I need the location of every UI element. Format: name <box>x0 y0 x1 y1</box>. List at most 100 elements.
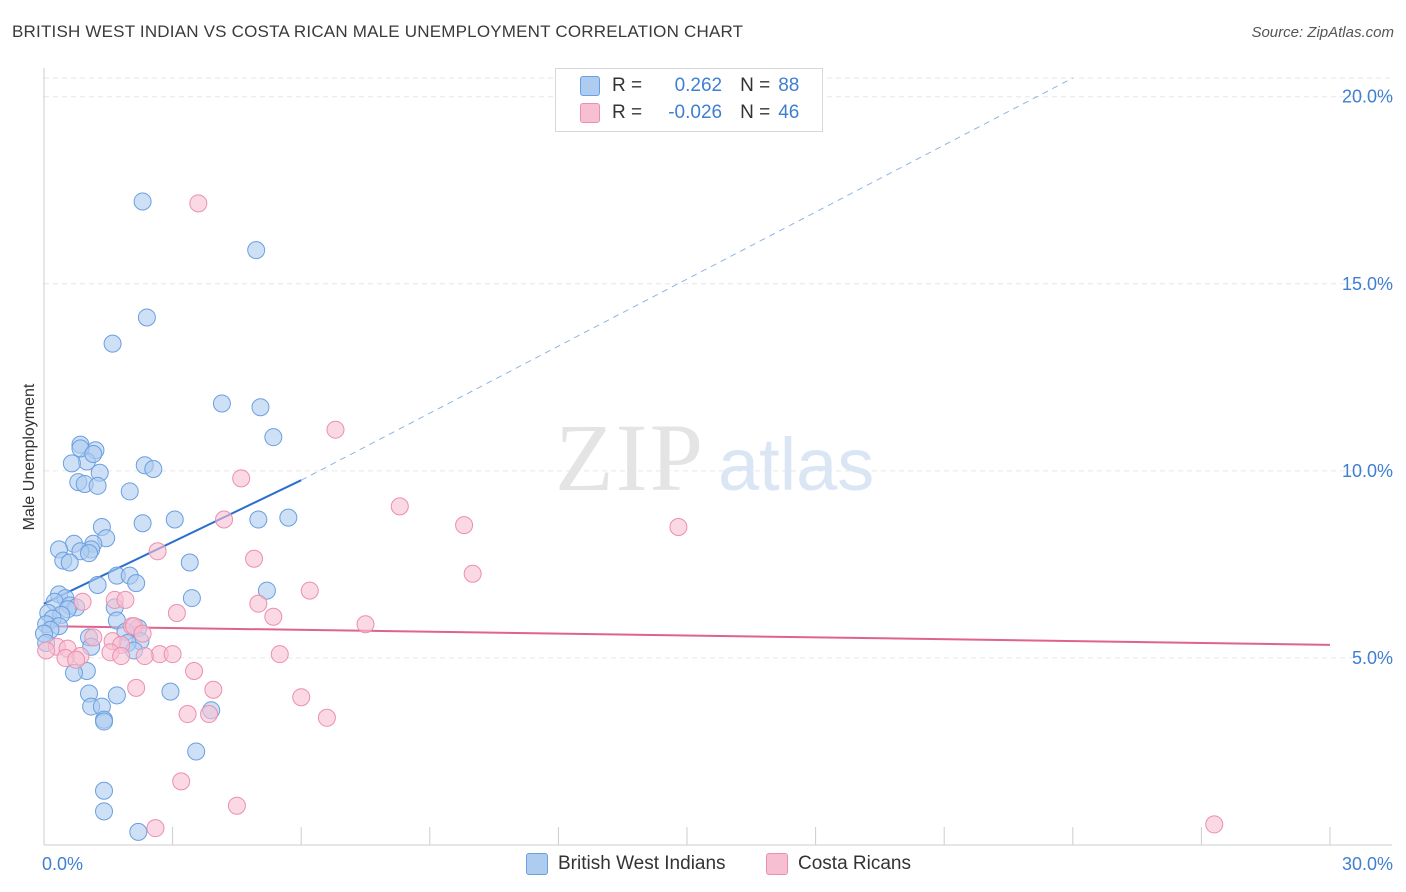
british-west-indian-point-74 <box>95 802 114 821</box>
costa-rican-point-14 <box>249 594 268 613</box>
british-west-indian-point-37 <box>257 581 276 600</box>
costa-rican-point-35 <box>67 650 86 669</box>
costa-rican-point-4 <box>455 516 474 535</box>
costa-rican-point-32 <box>112 647 131 666</box>
costa-rican-point-10 <box>300 581 319 600</box>
british-west-indian-point-4 <box>212 394 231 413</box>
y-tick-label-2: 15.0% <box>1342 274 1393 294</box>
costa-rican-point-44 <box>227 796 246 815</box>
costa-rican-point-6 <box>215 510 234 529</box>
watermark-zip: ZIP <box>555 404 705 511</box>
blue-swatch <box>580 76 600 96</box>
r-value: 0.262 <box>674 75 723 96</box>
costa-rican-point-39 <box>292 688 311 707</box>
costa-rican-point-16 <box>264 607 283 626</box>
legend-item-costa-ricans: Costa Ricans <box>766 851 911 877</box>
british-west-indian-point-35 <box>127 574 146 593</box>
costa-rican-point-43 <box>172 772 191 791</box>
costa-rican-point-33 <box>135 647 154 666</box>
british-west-indian-point-2 <box>137 308 156 327</box>
x-tick-labels: 0.0% 30.0% <box>42 854 1393 874</box>
british-west-indian-point-73 <box>95 781 114 800</box>
r-label: R = <box>612 75 643 96</box>
british-west-indian-point-12 <box>144 459 163 478</box>
grid-lines <box>44 77 1392 659</box>
n-label: N = <box>740 75 771 96</box>
british-west-indian-point-16 <box>88 476 107 495</box>
british-west-indian-point-11 <box>62 454 81 473</box>
trendlines <box>43 77 1331 646</box>
stats-legend: R = 0.262 N = 88 R = -0.026 N = 46 <box>555 68 823 132</box>
costa-rican-point-12 <box>116 590 135 609</box>
costa-rican-point-0 <box>189 194 208 213</box>
costa-rican-point-41 <box>200 705 219 724</box>
legend-row-costa-ricans: R = -0.026 N = 46 <box>580 100 799 126</box>
british-west-indian-point-31 <box>60 553 79 572</box>
x-tick-label-0: 0.0% <box>42 854 83 874</box>
costa-rican-point-7 <box>148 542 167 561</box>
british-west-indian-point-75 <box>129 822 148 841</box>
trendline-solid-1 <box>43 625 1331 646</box>
y-tick-label-1: 10.0% <box>1342 461 1393 481</box>
chart-title: BRITISH WEST INDIAN VS COSTA RICAN MALE … <box>12 22 744 41</box>
legend-label: Costa Ricans <box>798 853 911 874</box>
y-tick-label-0: 5.0% <box>1352 648 1393 668</box>
british-west-indian-point-5 <box>251 398 270 417</box>
british-west-indian-point-77 <box>84 445 103 464</box>
costa-rican-point-36 <box>185 662 204 681</box>
axes <box>43 68 1392 846</box>
y-axis-label: Male Unemployment <box>21 383 38 530</box>
legend-row-british-west-indians: R = 0.262 N = 88 <box>580 73 799 99</box>
costa-rican-point-17 <box>356 615 375 634</box>
trendline-dashed-0 <box>300 77 1074 481</box>
r-label: R = <box>612 102 643 123</box>
costa-rican-point-3 <box>390 497 409 516</box>
trendline-solid-0 <box>43 479 302 605</box>
x-tick-label-1: 30.0% <box>1342 854 1393 874</box>
r-value: -0.026 <box>668 102 723 123</box>
british-west-indian-point-66 <box>161 682 180 701</box>
british-west-indian-point-3 <box>103 334 122 353</box>
british-west-indian-point-65 <box>107 686 126 705</box>
pink-swatch <box>766 853 788 875</box>
british-west-indian-point-0 <box>133 192 152 211</box>
costa-rican-point-2 <box>232 469 251 488</box>
costa-rican-point-8 <box>245 549 264 568</box>
british-west-indian-point-21 <box>279 508 298 527</box>
source-label: Source: ZipAtlas.com <box>1251 24 1394 41</box>
legend-item-british-west-indians: British West Indians <box>526 851 726 877</box>
british-west-indian-point-36 <box>88 575 107 594</box>
pink-swatch <box>580 103 600 123</box>
costa-rican-point-9 <box>463 564 482 583</box>
y-tick-labels: 5.0% 10.0% 15.0% 20.0% <box>1342 87 1393 668</box>
costa-rican-point-15 <box>167 604 186 623</box>
costa-rican-point-27 <box>37 641 56 660</box>
british-west-indian-point-19 <box>165 510 184 529</box>
data-points <box>35 192 1224 841</box>
costa-rican-point-45 <box>146 819 165 838</box>
n-label: N = <box>740 102 771 123</box>
costa-rican-point-37 <box>204 680 223 699</box>
costa-rican-point-5 <box>669 517 688 536</box>
costa-rican-point-42 <box>317 708 336 727</box>
watermark: ZIP atlas <box>555 404 874 511</box>
british-west-indian-point-1 <box>247 241 266 260</box>
costa-rican-point-31 <box>270 645 289 664</box>
british-west-indian-point-40 <box>182 589 201 608</box>
british-west-indian-point-71 <box>95 712 114 731</box>
british-west-indian-point-18 <box>133 514 152 533</box>
british-west-indian-point-17 <box>120 482 139 501</box>
costa-rican-point-30 <box>163 645 182 664</box>
british-west-indian-point-72 <box>187 742 206 761</box>
n-value: 46 <box>778 102 800 123</box>
british-west-indian-point-20 <box>249 510 268 529</box>
british-west-indian-point-6 <box>264 428 283 447</box>
legend-label: British West Indians <box>558 853 726 874</box>
blue-swatch <box>526 853 548 875</box>
costa-rican-point-46 <box>1205 815 1224 834</box>
y-tick-label-3: 20.0% <box>1342 87 1393 107</box>
costa-rican-point-13 <box>73 592 92 611</box>
costa-rican-point-40 <box>178 705 197 724</box>
costa-rican-point-21 <box>84 628 103 647</box>
